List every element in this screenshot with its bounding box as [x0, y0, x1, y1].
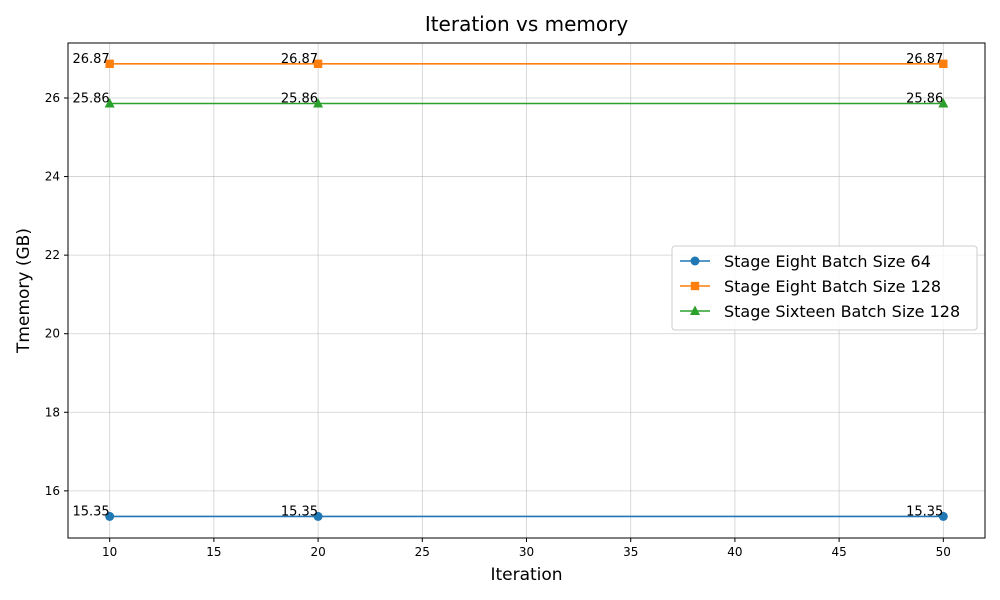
data-label: 25.86 [281, 92, 318, 107]
x-tick-label: 30 [519, 545, 534, 559]
y-tick-label: 22 [45, 248, 60, 262]
ticks: 10 15 20 25 30 35 40 45 50 16 18 20 22 24 26 [45, 91, 951, 559]
y-tick-label: 24 [45, 170, 60, 184]
legend-label: Stage Sixteen Batch Size 128 [724, 302, 960, 321]
x-tick-label: 25 [415, 545, 430, 559]
y-tick-label: 18 [45, 405, 60, 419]
legend: Stage Eight Batch Size 64 Stage Eight Bat… [671, 245, 978, 331]
legend-marker [690, 305, 700, 315]
data-point [104, 98, 115, 108]
series-3: 25.86 25.86 25.86 [72, 92, 949, 108]
grid-lines [68, 43, 985, 538]
x-tick-label: 15 [206, 545, 221, 559]
data-point [313, 511, 323, 521]
data-label: 26.87 [281, 52, 318, 67]
data-point [938, 98, 949, 108]
legend-label: Stage Eight Batch Size 128 [724, 277, 941, 296]
x-tick-label: 20 [310, 545, 325, 559]
data-point [313, 98, 324, 108]
legend-marker [690, 256, 700, 266]
data-label: 15.35 [72, 504, 109, 519]
x-tick-label: 40 [727, 545, 742, 559]
legend-marker [690, 281, 700, 291]
series-2: 26.87 26.87 26.87 [72, 52, 948, 69]
data-point [938, 511, 948, 521]
y-tick-label: 26 [45, 91, 60, 105]
x-tick-label: 45 [831, 545, 846, 559]
data-point [105, 511, 115, 521]
data-label: 25.86 [906, 92, 943, 107]
legend-label: Stage Eight Batch Size 64 [724, 252, 931, 271]
x-axis-label: Iteration [490, 565, 562, 585]
legend-item: Stage Eight Batch Size 64 [680, 252, 931, 271]
data-label: 15.35 [281, 504, 318, 519]
y-tick-label: 16 [45, 484, 60, 498]
legend-box [671, 245, 978, 331]
data-label: 15.35 [906, 504, 943, 519]
data-label: 25.86 [72, 92, 109, 107]
data-point [105, 59, 114, 69]
legend-item: Stage Eight Batch Size 128 [680, 277, 941, 296]
data-label: 26.87 [906, 52, 943, 67]
data-point [313, 59, 323, 69]
y-axis-label: Tmemory (GB) [14, 228, 34, 354]
x-tick-label: 50 [936, 545, 951, 559]
legend-item: Stage Sixteen Batch Size 128 [680, 302, 960, 321]
y-tick-label: 20 [45, 327, 60, 341]
data-label: 26.87 [72, 52, 109, 67]
chart-title: Iteration vs memory [425, 12, 629, 36]
data-point [939, 59, 948, 69]
x-tick-label: 35 [623, 545, 638, 559]
series-1: 15.35 15.35 15.35 [72, 504, 948, 521]
x-tick-label: 10 [102, 545, 117, 559]
